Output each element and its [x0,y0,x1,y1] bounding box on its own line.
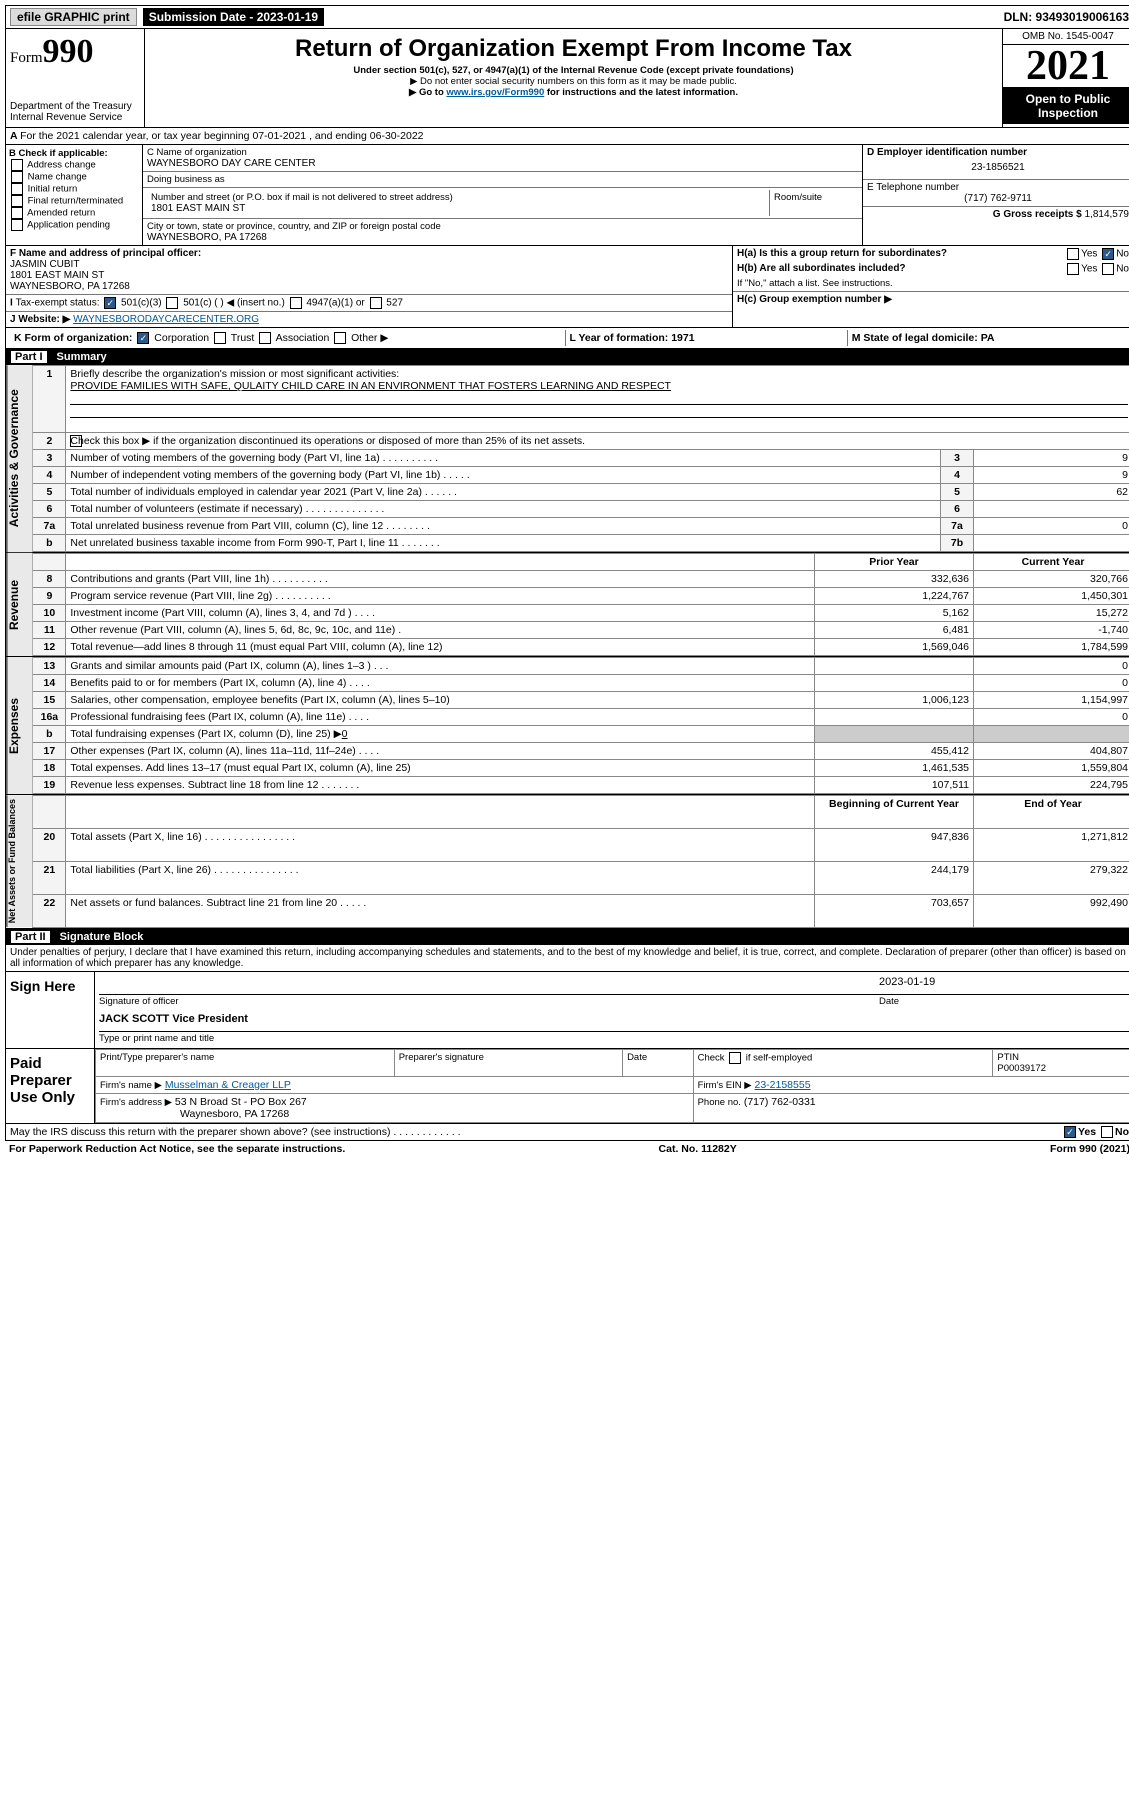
chk-discuss-no[interactable] [1101,1126,1113,1138]
F-label: F Name and address of principal officer: [10,248,201,259]
mission-text: PROVIDE FAMILIES WITH SAFE, QULAITY CHIL… [70,380,671,392]
part1-bar: Part I Summary [5,349,1129,365]
val-7b [974,535,1129,552]
val-7a: 0 [974,518,1129,535]
subtitle-1: Under section 501(c), 527, or 4947(a)(1)… [353,65,793,76]
chk-selfemployed[interactable] [729,1052,741,1064]
side-activities: Activities & Governance [6,365,32,552]
org-name: WAYNESBORO DAY CARE CENTER [147,158,316,169]
ptin: P00039172 [997,1063,1046,1074]
line-KLM: K Form of organization: ✓ Corporation Tr… [5,328,1129,349]
chk-other[interactable] [334,332,346,344]
K-label: K Form of organization: [14,332,132,344]
section-FHI: F Name and address of principal officer:… [5,246,1129,328]
firm-link[interactable]: Musselman & Creager LLP [165,1079,291,1091]
pra-notice: For Paperwork Reduction Act Notice, see … [9,1143,345,1155]
org-address: 1801 EAST MAIN ST [151,203,245,214]
chk-discuss-yes[interactable]: ✓ [1064,1126,1076,1138]
section-BCDEFG: B Check if applicable: Address change Na… [5,145,1129,246]
declaration: Under penalties of perjury, I declare th… [5,945,1129,972]
top-bar: efile GRAPHIC print Submission Date - 20… [5,5,1129,29]
Ha-label: H(a) Is this a group return for subordin… [737,248,947,259]
ein: 23-1856521 [867,158,1129,177]
open-inspection: Open to Public Inspection [1003,88,1129,124]
G-label: G Gross receipts $ [993,209,1082,220]
form-header: Form990 Department of the Treasury Inter… [5,29,1129,128]
E-label: E Telephone number [867,182,959,193]
sub3-post: for instructions and the latest informat… [544,87,738,98]
officer-name-title: JACK SCOTT Vice President [99,1013,248,1025]
chk-final[interactable] [11,195,23,207]
sub3-pre: ▶ Go to [409,87,446,98]
B-label: B Check if applicable: [9,148,108,159]
chk-Ha-yes[interactable] [1067,248,1079,260]
val-3: 9 [974,450,1129,467]
submission-date: Submission Date - 2023-01-19 [143,8,324,26]
chk-corp[interactable]: ✓ [137,332,149,344]
website-link[interactable]: WAYNESBORODAYCARECENTER.ORG [73,314,259,325]
chk-discontinued[interactable] [70,435,82,447]
phone: (717) 762-9711 [867,193,1129,204]
org-city: WAYNESBORO, PA 17268 [147,232,267,243]
irs-label: Internal Revenue Service [10,112,140,123]
discuss-line: May the IRS discuss this return with the… [5,1124,1129,1141]
paid-label: Paid Preparer Use Only [6,1049,95,1123]
chk-501c3[interactable]: ✓ [104,297,116,309]
line-A: A For the 2021 calendar year, or tax yea… [5,128,1129,145]
form-prefix: Form [10,50,43,66]
form-title: Return of Organization Exempt From Incom… [149,35,998,63]
Hc-label: H(c) Group exemption number ▶ [737,294,892,305]
chk-501c[interactable] [166,297,178,309]
preparer-phone: (717) 762-0331 [744,1096,816,1108]
chk-Hb-yes[interactable] [1067,263,1079,275]
val-6 [974,501,1129,518]
val-5: 62 [974,484,1129,501]
chk-trust[interactable] [214,332,226,344]
efile-print-button[interactable]: efile GRAPHIC print [10,8,137,26]
dba-label: Doing business as [147,174,225,185]
year-formation: L Year of formation: 1971 [570,332,695,344]
sign-here-block: Sign Here Signature of officer 2023-01-1… [5,972,1129,1049]
side-netassets: Net Assets or Fund Balances [6,795,32,927]
chk-amended[interactable] [11,207,23,219]
irs-link[interactable]: www.irs.gov/Form990 [446,87,544,98]
val-4: 9 [974,467,1129,484]
paid-preparer-block: Paid Preparer Use Only Print/Type prepar… [5,1049,1129,1124]
cat-no: Cat. No. 11282Y [659,1143,737,1155]
chk-Hb-no[interactable] [1102,263,1114,275]
part2-bar: Part II Signature Block [5,929,1129,945]
J-label: Website: ▶ [18,314,70,325]
Hb-label: H(b) Are all subordinates included? [737,263,906,274]
side-expenses: Expenses [6,657,32,794]
form-number: 990 [43,33,94,70]
tax-year: 2021 [1003,45,1129,88]
chk-527[interactable] [370,297,382,309]
dln: DLN: 93493019006163 [1004,10,1129,24]
chk-address[interactable] [11,159,23,171]
side-revenue: Revenue [6,553,32,656]
chk-initial[interactable] [11,183,23,195]
officer-name: JASMIN CUBIT [10,259,79,270]
chk-pending[interactable] [11,219,23,231]
chk-assoc[interactable] [259,332,271,344]
chk-Ha-no[interactable]: ✓ [1102,248,1114,260]
chk-name[interactable] [11,171,23,183]
I-label: Tax-exempt status: [16,298,100,309]
D-label: D Employer identification number [867,147,1027,158]
ein-link[interactable]: 23-2158555 [754,1079,810,1091]
chk-4947[interactable] [290,297,302,309]
dept-label: Department of the Treasury [10,101,140,112]
sign-date: 2023-01-19 [879,976,935,988]
state-domicile: M State of legal domicile: PA [852,332,995,344]
sign-here-label: Sign Here [6,972,95,1048]
subtitle-2: ▶ Do not enter social security numbers o… [149,76,998,87]
C-label: C Name of organization [147,147,247,158]
gross-receipts: 1,814,579 [1085,209,1129,220]
